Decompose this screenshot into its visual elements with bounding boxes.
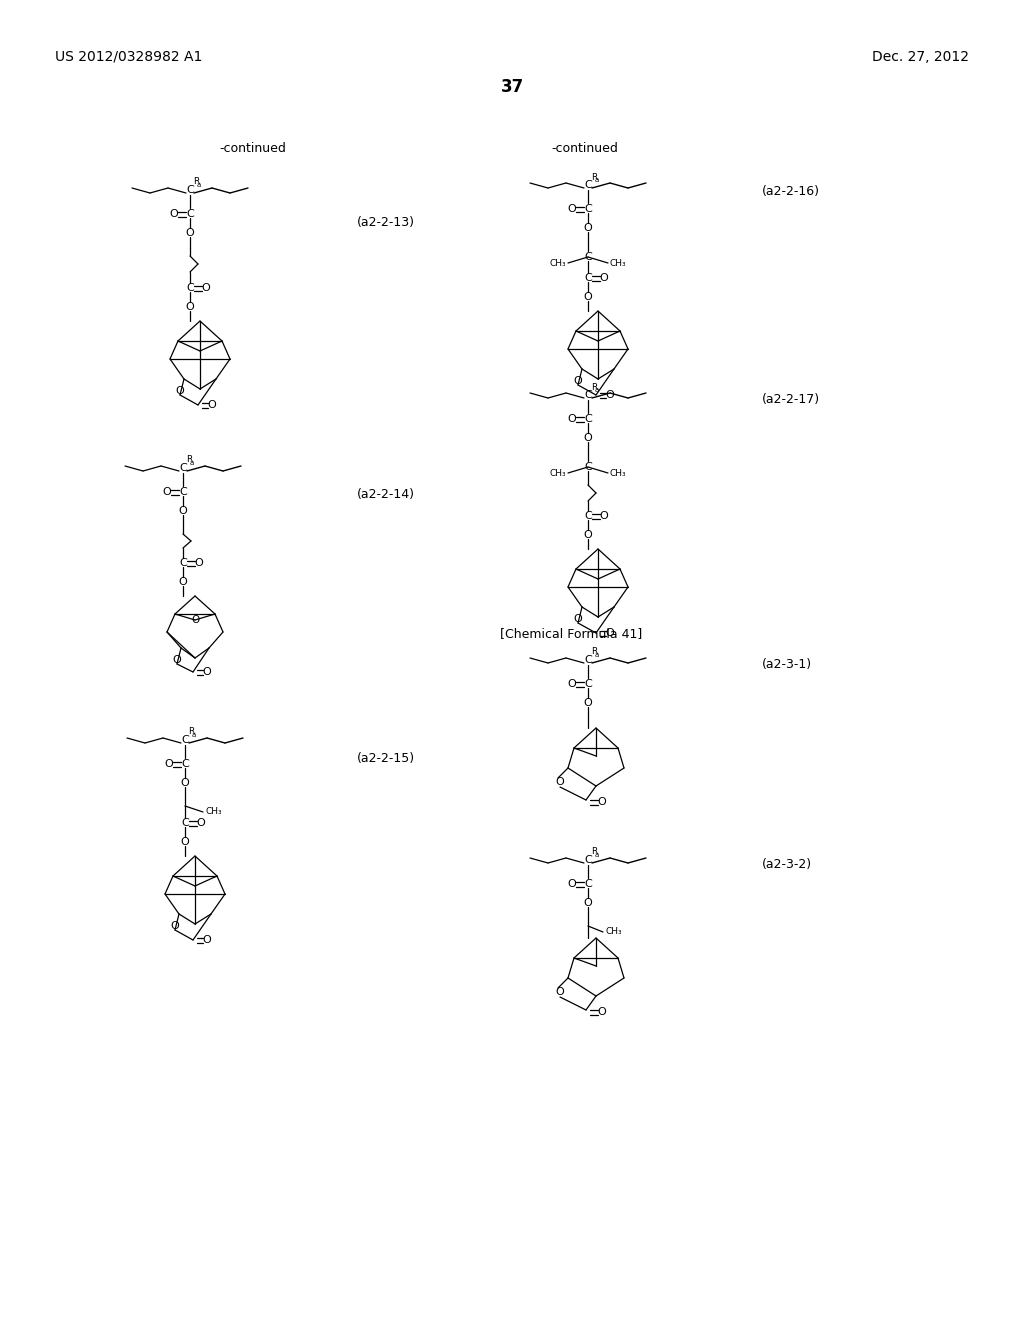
Text: a: a <box>595 387 599 393</box>
Text: R: R <box>591 847 597 857</box>
Text: O: O <box>556 987 564 997</box>
Text: O: O <box>180 777 189 788</box>
Text: O: O <box>600 273 608 282</box>
Text: C: C <box>584 655 592 665</box>
Text: a: a <box>193 733 197 738</box>
Text: C: C <box>584 678 592 689</box>
Text: C: C <box>584 180 592 190</box>
Text: C: C <box>584 855 592 865</box>
Text: C: C <box>584 273 592 282</box>
Text: O: O <box>208 400 216 411</box>
Text: CH₃: CH₃ <box>205 808 221 817</box>
Text: O: O <box>584 292 592 302</box>
Text: O: O <box>556 777 564 787</box>
Text: O: O <box>567 879 577 888</box>
Text: a: a <box>190 459 195 466</box>
Text: C: C <box>181 759 188 770</box>
Text: CH₃: CH₃ <box>610 469 627 478</box>
Text: (a2-2-15): (a2-2-15) <box>357 752 415 766</box>
Text: O: O <box>202 282 210 293</box>
Text: O: O <box>203 667 211 677</box>
Text: O: O <box>598 797 606 807</box>
Text: (a2-3-1): (a2-3-1) <box>762 657 812 671</box>
Text: (a2-2-16): (a2-2-16) <box>762 185 820 198</box>
Text: [Chemical Formula 41]: [Chemical Formula 41] <box>500 627 642 640</box>
Text: a: a <box>595 177 599 183</box>
Text: O: O <box>197 818 206 828</box>
Text: O: O <box>605 389 614 400</box>
Text: O: O <box>584 433 592 444</box>
Text: R: R <box>591 173 597 181</box>
Text: O: O <box>584 223 592 234</box>
Text: R: R <box>188 727 195 737</box>
Text: O: O <box>598 1007 606 1016</box>
Text: O: O <box>195 558 204 568</box>
Text: C: C <box>181 735 188 744</box>
Text: 37: 37 <box>501 78 523 96</box>
Text: R: R <box>591 648 597 656</box>
Text: O: O <box>584 898 592 908</box>
Text: C: C <box>186 185 194 195</box>
Text: O: O <box>173 655 181 665</box>
Text: C: C <box>179 487 186 498</box>
Text: O: O <box>180 837 189 847</box>
Text: a: a <box>595 652 599 657</box>
Text: C: C <box>186 282 194 293</box>
Text: O: O <box>600 511 608 521</box>
Text: (a2-3-2): (a2-3-2) <box>762 858 812 871</box>
Text: O: O <box>176 385 184 396</box>
Text: O: O <box>190 615 199 624</box>
Text: O: O <box>573 614 583 624</box>
Text: CH₃: CH₃ <box>610 259 627 268</box>
Text: O: O <box>605 628 614 638</box>
Text: O: O <box>567 414 577 424</box>
Text: O: O <box>171 921 179 931</box>
Text: C: C <box>584 462 592 473</box>
Text: O: O <box>178 506 187 516</box>
Text: (a2-2-13): (a2-2-13) <box>357 216 415 228</box>
Text: O: O <box>567 678 577 689</box>
Text: R: R <box>186 455 193 465</box>
Text: O: O <box>185 228 195 238</box>
Text: O: O <box>185 302 195 312</box>
Text: C: C <box>584 252 592 261</box>
Text: a: a <box>595 851 599 858</box>
Text: CH₃: CH₃ <box>549 259 566 268</box>
Text: (a2-2-14): (a2-2-14) <box>357 488 415 502</box>
Text: C: C <box>584 879 592 888</box>
Text: C: C <box>181 818 188 828</box>
Text: C: C <box>186 209 194 219</box>
Text: C: C <box>179 558 186 568</box>
Text: R: R <box>193 177 200 186</box>
Text: O: O <box>170 209 178 219</box>
Text: (a2-2-17): (a2-2-17) <box>762 393 820 407</box>
Text: C: C <box>584 511 592 521</box>
Text: C: C <box>179 463 186 473</box>
Text: -continued: -continued <box>552 143 618 154</box>
Text: O: O <box>178 577 187 587</box>
Text: CH₃: CH₃ <box>549 469 566 478</box>
Text: O: O <box>573 376 583 385</box>
Text: C: C <box>584 389 592 400</box>
Text: C: C <box>584 205 592 214</box>
Text: a: a <box>197 182 202 187</box>
Text: O: O <box>163 487 171 498</box>
Text: O: O <box>165 759 173 770</box>
Text: CH₃: CH₃ <box>605 928 622 936</box>
Text: O: O <box>567 205 577 214</box>
Text: O: O <box>203 935 211 945</box>
Text: US 2012/0328982 A1: US 2012/0328982 A1 <box>55 50 203 63</box>
Text: R: R <box>591 383 597 392</box>
Text: O: O <box>584 698 592 708</box>
Text: Dec. 27, 2012: Dec. 27, 2012 <box>872 50 969 63</box>
Text: -continued: -continued <box>219 143 287 154</box>
Text: C: C <box>584 414 592 424</box>
Text: O: O <box>584 531 592 540</box>
